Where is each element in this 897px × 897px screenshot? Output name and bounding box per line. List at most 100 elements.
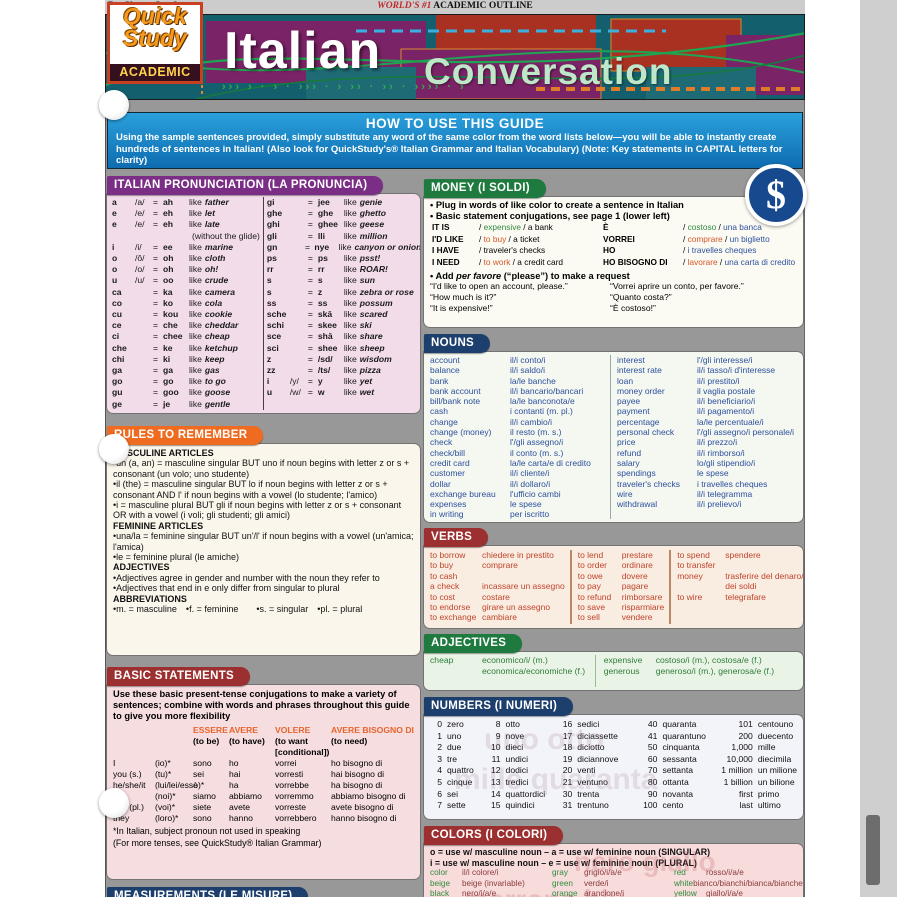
conjugation-row: you (s.) (tu)* sei hai vorresti hai bisogno d… (113, 769, 385, 779)
verb-row: to buy comprare (430, 560, 518, 571)
number-row: last ultimo (739, 800, 781, 811)
number-row: 50 cinquanta (647, 742, 700, 753)
noun-row: change (money) il resto (m. s.) (430, 427, 562, 438)
rule-line: ABBREVIATIONS (113, 593, 187, 604)
rules-body: MASCULINE ARTICLES •un (a, an) = masculi… (107, 444, 420, 655)
number-row: 18 diciotto (562, 742, 605, 753)
number-row: first primo (738, 788, 780, 799)
noun-row: bill/bank note la/le banconota/e (430, 396, 575, 407)
pronunciation-row: schi = skee like ski (266, 320, 372, 331)
verb-row: to transfer (677, 560, 716, 571)
noun-row: spendings le spese (617, 468, 729, 479)
number-row: 8 otto (495, 719, 520, 729)
colors-col3: red rosso/i/a/e white bianco/bianchi/bianca… (674, 868, 803, 897)
noun-row: price il/i prezzo/i (617, 437, 738, 448)
section-header: NUMBERS (I NUMERI) (424, 697, 574, 716)
money-bullet: • Plug in words of like color to create … (430, 200, 684, 210)
quickstudy-sheet: BarCharts, Inc.® WORLD'S #1 ACADEMIC OUT… (99, 0, 807, 897)
section-basic-statements: BASIC STATEMENTS Use these basic present… (107, 666, 420, 879)
pronunciation-right-list: gi = jee like genie ghe = ghe like ghetto ghi = gh… (262, 197, 420, 410)
howto-body: Using the sample sentences provided, sim… (116, 132, 783, 166)
colors-note1: o = use w/ masculine noun – a = use w/ f… (430, 847, 711, 857)
binder-hole (99, 788, 129, 818)
verb-row: to lend prestare (577, 550, 653, 560)
basic-intro: Use these basic present-tense conjugatio… (113, 689, 410, 721)
pronunciation-row: ge = je like gentle (112, 398, 231, 409)
numbers-body: uno otto mille quaranta 0 zero 1 uno 2 due 3 tr… (424, 715, 803, 819)
number-row: 14 quattordici (490, 788, 546, 799)
number-row: 19 diciannove (562, 753, 619, 764)
title-art-band: Italian Conversation ››› › · › · ››› · ›… (105, 14, 805, 100)
number-row: 101 centouno (738, 719, 794, 729)
rule-line: •Adjectives that end in e only differ fr… (113, 583, 340, 594)
nouns-left: account il/i conto/i balance il/i saldo/i ba… (430, 355, 610, 519)
col-header: VOLERE (to want [conditional]) (275, 725, 330, 757)
quickstudy-logo: Quick Study ACADEMIC (107, 2, 203, 84)
colors-col2: gray grigio/i/a/e green verde/i orange aranci… (552, 868, 674, 897)
noun-row: payee il/i beneficiario/i (617, 396, 756, 407)
verb-row: money trasferire del denaro/ (677, 570, 803, 581)
number-row: 40 quaranta (647, 719, 697, 729)
pronunciation-row: sce = shā like share (266, 331, 383, 342)
pronunciation-row: e/e/= eh like late (112, 219, 220, 230)
pronunciation-row: (without the glide) (192, 230, 260, 241)
rule-line: FEMININE ARTICLES (113, 520, 204, 531)
number-row: 9 nove (495, 730, 525, 741)
section-header: ADJECTIVES (424, 634, 523, 653)
pronunciation-row: e/e/= eh like let (112, 208, 215, 219)
verb-row: to spend spendere (677, 550, 761, 560)
nouns-right: interest l'/gli interesse/i interest rate i… (610, 355, 797, 519)
numbers-col4: 40 quaranta 41 quarantuno 50 cinquanta 60 sessa… (635, 719, 710, 815)
colors-col1: color il/i colore/i beige beige (invariable… (430, 868, 552, 897)
rule-line: MASCULINE ARTICLES (113, 448, 214, 458)
section-header: VERBS (424, 528, 489, 547)
noun-row: account il/i conto/i (430, 355, 546, 365)
color-row: black nero/i/a/e (430, 889, 497, 897)
pronunciation-row: ghi = ghee like geese (266, 219, 385, 230)
verb-row: to endorse girare un assegno (430, 602, 551, 613)
verb-row: to pay pagare (577, 581, 649, 592)
number-row: 15 quindici (490, 800, 535, 811)
adjectives-body: cheap economico/i/ (m.) economica/economic… (424, 652, 803, 690)
number-row: 16 sedici (562, 719, 600, 729)
section-header: ITALIAN PRONUNCIATION (LA PRONUNCIA) (107, 176, 384, 195)
verb-row: to order ordinare (577, 560, 653, 571)
noun-row: refund il/i rimborso/i (617, 447, 745, 458)
number-row: 80 ottanta (647, 776, 689, 787)
money-phrase-row: I NEED / to work / a credit card HO BISO… (432, 256, 796, 267)
number-row: 12 dodici (490, 765, 529, 776)
noun-row: percentage la/le percentuale/i (617, 416, 764, 427)
section-rules: RULES TO REMEMBER MASCULINE ARTICLES •un… (107, 425, 420, 655)
number-row: 100 cento (643, 800, 684, 811)
pronunciation-row: zz =/ts/like pizza (266, 365, 381, 376)
noun-row: change il/i cambio/i (430, 416, 553, 427)
conjugation-rows: I (io)* sono ho vorrei ho bisogno di you (s.)… (113, 758, 414, 824)
pronunciation-row: ss = ss like possum (266, 297, 393, 308)
section-header: COLORS (I COLORI) (424, 826, 564, 845)
verbs-col1: to borrow chiedere in prestito to buy compr… (430, 550, 570, 624)
left-column: ITALIAN PRONUNCIATION (LA PRONUNCIA) a/a… (107, 172, 420, 897)
section-header: MEASUREMENTS (LE MISURE) (107, 887, 309, 897)
section-colors: COLORS (I COLORI) nero giallo marrone bl… (424, 825, 803, 897)
number-row: 1 million un milione (721, 765, 797, 776)
number-row: 0 zero (437, 719, 464, 729)
pronunciation-left-list: a/a/= ah like father e/e/= eh like let e/e/= eh… (109, 197, 263, 410)
verbs-col3: to spend spendere to transfer money trasfer… (669, 550, 803, 624)
banner: WORLD'S #1 ACADEMIC OUTLINE (105, 1, 805, 11)
pronunciation-row: chi = ki like keep (112, 353, 225, 364)
pronunciation-row: ps = ps like psst! (266, 253, 381, 264)
noun-row: bank la/le banche (430, 375, 556, 386)
money-bullet: • Basic statement conjugations, see page… (430, 211, 670, 221)
noun-row: money order il vaglia postale (617, 385, 756, 396)
adjective-row: generous generoso/i (m.), generosa/e (f.) (603, 665, 775, 676)
adjective-row: economica/economiche (f.) (482, 665, 586, 676)
number-row: 10,000 diecimila (726, 753, 792, 764)
pronunciation-row: z =/sd/like wisdom (266, 353, 392, 364)
scan-edge-mark (866, 815, 880, 885)
banner-outline: ACADEMIC OUTLINE (431, 1, 533, 11)
noun-row: balance il/i saldo/i (430, 365, 545, 376)
numbers-col1: 0 zero 1 uno 2 due 3 tre 4 quattro 5 cinque 6 sei 7 set… (430, 719, 487, 815)
section-header: BASIC STATEMENTS (107, 667, 251, 686)
